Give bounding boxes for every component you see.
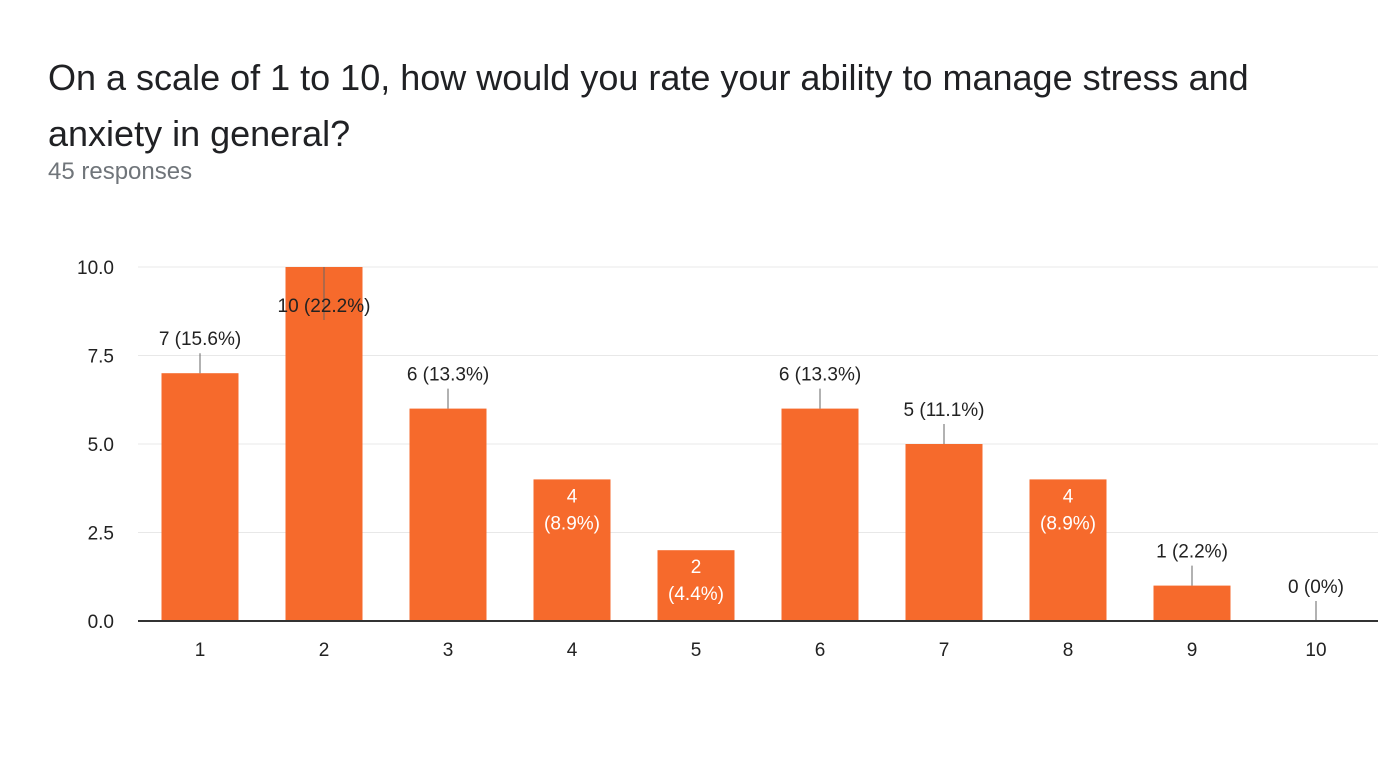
data-label: 4 xyxy=(1063,486,1074,507)
bar xyxy=(533,479,611,621)
data-label: (8.9%) xyxy=(1040,513,1096,534)
y-tick-label: 7.5 xyxy=(88,347,114,368)
x-tick-label: 8 xyxy=(1063,640,1074,661)
question-title: On a scale of 1 to 10, how would you rat… xyxy=(48,57,1249,154)
bar xyxy=(905,444,983,621)
data-label: 6 (13.3%) xyxy=(407,365,489,386)
data-label: (4.4%) xyxy=(668,584,724,605)
data-label: 0 (0%) xyxy=(1288,577,1344,598)
x-tick-label: 3 xyxy=(443,640,454,661)
x-tick-label: 5 xyxy=(691,640,702,661)
data-label: 2 xyxy=(691,557,702,578)
bar xyxy=(657,550,735,621)
x-tick-label: 1 xyxy=(195,640,206,661)
data-label: 7 (15.6%) xyxy=(159,329,241,350)
bar xyxy=(1153,585,1231,621)
data-label: 1 (2.2%) xyxy=(1156,542,1228,563)
bar xyxy=(1029,479,1107,621)
response-count: 45 responses xyxy=(48,158,193,185)
x-tick-label: 4 xyxy=(567,640,578,661)
x-tick-label: 2 xyxy=(319,640,330,661)
data-label: (8.9%) xyxy=(544,513,600,534)
x-tick-label: 9 xyxy=(1187,640,1198,661)
bar xyxy=(409,408,487,621)
x-tick-label: 10 xyxy=(1305,640,1326,661)
bar xyxy=(781,408,859,621)
data-label: 5 (11.1%) xyxy=(904,400,985,421)
x-tick-label: 6 xyxy=(815,640,826,661)
y-tick-label: 10.0 xyxy=(77,258,114,279)
data-label: 6 (13.3%) xyxy=(779,365,861,386)
bar xyxy=(161,373,239,621)
y-tick-label: 2.5 xyxy=(88,524,114,545)
bar xyxy=(285,267,363,621)
data-label: 10 (22.2%) xyxy=(278,296,371,317)
x-tick-label: 7 xyxy=(939,640,950,661)
data-label: 4 xyxy=(567,486,578,507)
y-tick-label: 5.0 xyxy=(88,435,114,456)
y-tick-label: 0.0 xyxy=(88,612,114,633)
